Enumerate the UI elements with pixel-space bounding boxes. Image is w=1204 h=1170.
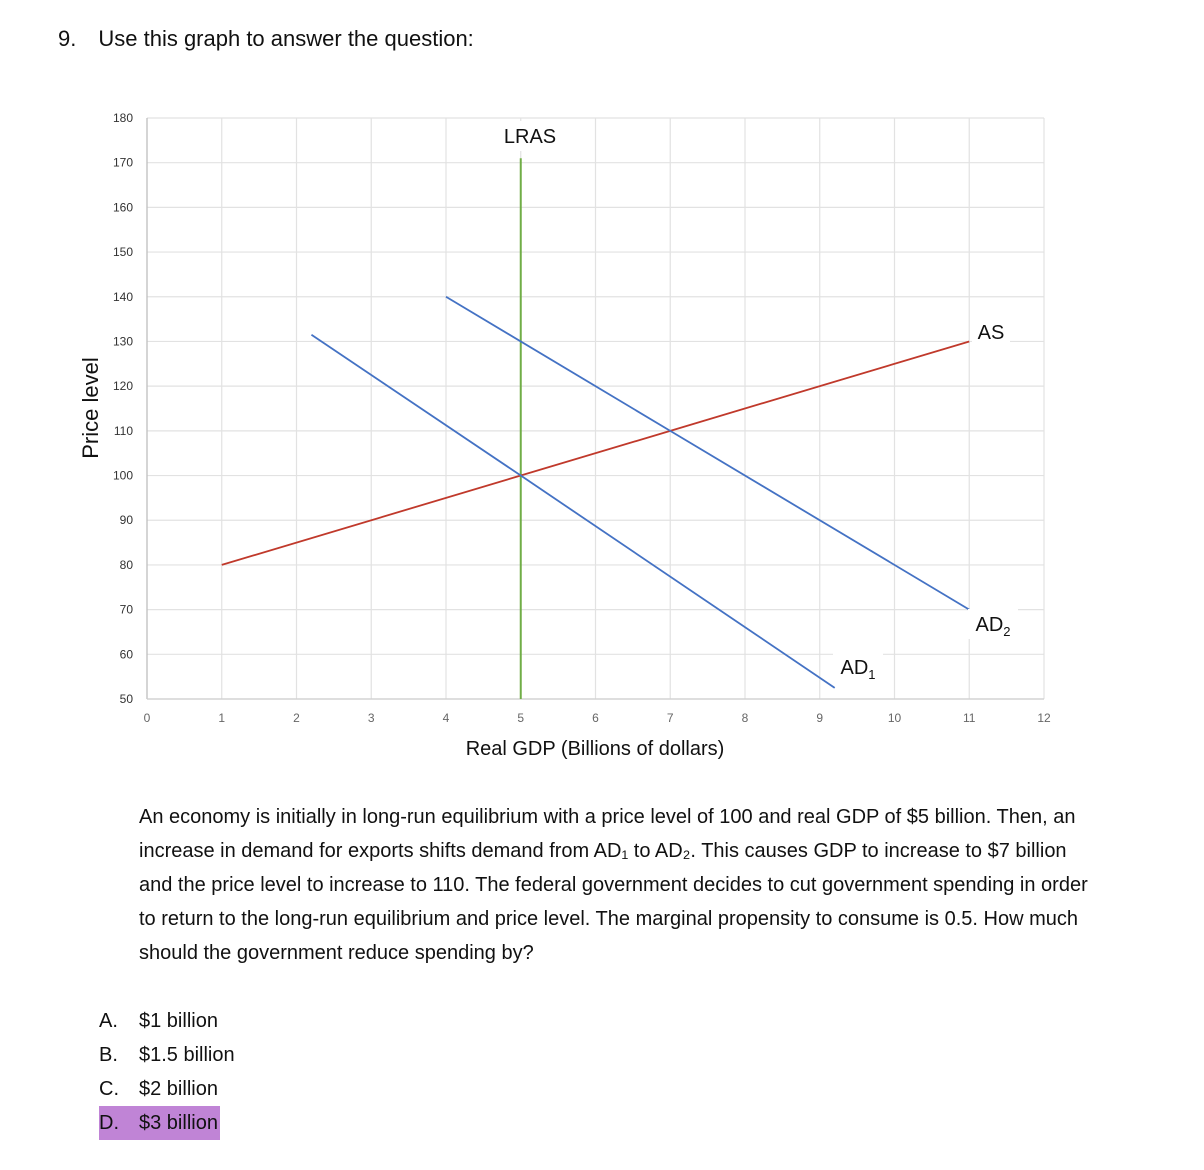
y-tick-label: 140 — [113, 290, 133, 304]
y-tick-label: 60 — [120, 647, 134, 661]
x-tick-label: 12 — [1037, 711, 1051, 725]
choice-c[interactable]: C. $2 billion — [99, 1078, 218, 1100]
x-tick-label: 2 — [293, 711, 300, 725]
chart-labels: LRAS AS AD2 AD1 — [497, 121, 1018, 682]
y-tick-label: 100 — [113, 469, 133, 483]
x-tick-label: 9 — [816, 711, 823, 725]
choice-b[interactable]: B. $1.5 billion — [99, 1044, 235, 1066]
label-ad1: AD1 — [840, 657, 875, 682]
chart: 50 60 70 80 90 100 110 120 130 140 150 160 170 180 0 1 2… — [0, 100, 1204, 780]
label-bg — [968, 609, 1018, 639]
y-tick-label: 170 — [113, 156, 133, 170]
question-body: An economy is initially in long-run equi… — [139, 806, 1088, 964]
y-tick-label: 50 — [120, 692, 134, 706]
label-bg — [497, 121, 563, 151]
y-tick-label: 160 — [113, 200, 133, 214]
y-axis-title: Price level — [78, 357, 103, 458]
series-ad2-line — [445, 295, 970, 611]
x-tick-label: 8 — [742, 711, 749, 725]
choice-d[interactable]: D. $3 billion — [99, 1106, 220, 1140]
label-as: AS — [978, 322, 1005, 344]
label-ad2: AD2 — [975, 614, 1010, 639]
label-bg — [833, 652, 883, 682]
x-tick-label: 6 — [592, 711, 599, 725]
x-axis-title: Real GDP (Billions of dollars) — [466, 738, 725, 760]
label-bg — [972, 317, 1010, 347]
y-tick-label: 120 — [113, 379, 133, 393]
x-tick-label: 10 — [888, 711, 902, 725]
y-tick-label: 180 — [113, 111, 133, 125]
chart-series — [221, 158, 970, 699]
choice-a[interactable]: A. $1 billion — [99, 1010, 218, 1032]
y-tick-label: 90 — [120, 513, 134, 527]
x-tick-label: 1 — [218, 711, 225, 725]
y-tick-label: 130 — [113, 334, 133, 348]
chart-grid — [146, 117, 1045, 700]
x-tick-label: 0 — [144, 711, 151, 725]
series-as-line — [221, 340, 970, 566]
x-tick-label: 5 — [517, 711, 524, 725]
series-ad1-line — [310, 334, 836, 689]
y-tick-label: 110 — [114, 424, 133, 438]
question-prompt: Use this graph to answer the question: — [98, 26, 474, 51]
y-tick-label: 80 — [120, 558, 134, 572]
x-tick-label: 3 — [368, 711, 375, 725]
x-tick-label: 11 — [963, 711, 976, 725]
answer-choices: A. $1 billion B. $1.5 billion C. $2 bill… — [99, 1004, 237, 1140]
x-tick-label: 4 — [443, 711, 450, 725]
y-tick-label: 150 — [113, 245, 133, 259]
question-header: 9. Use this graph to answer the question… — [58, 26, 474, 52]
question-number: 9. — [58, 26, 77, 51]
label-lras: LRAS — [504, 126, 556, 148]
y-tick-label: 70 — [120, 603, 134, 617]
x-tick-label: 7 — [667, 711, 674, 725]
